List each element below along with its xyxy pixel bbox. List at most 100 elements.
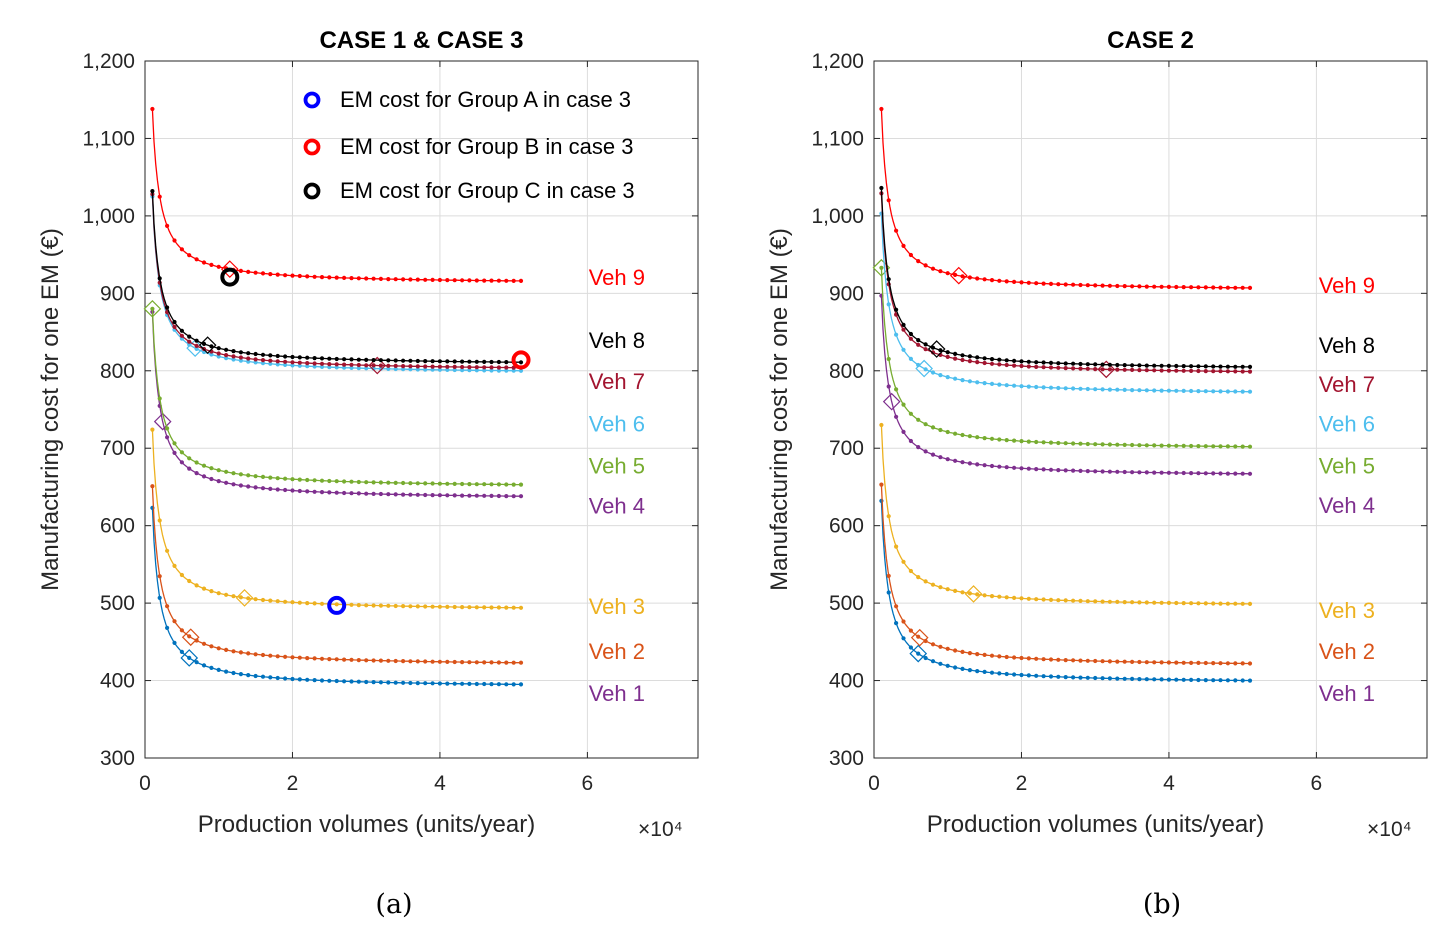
data-point [923, 347, 928, 352]
data-point [1019, 655, 1024, 661]
y-axis-label: Manufacturing cost for one EM (€) [766, 228, 793, 591]
data-point [378, 680, 383, 685]
data-point [260, 361, 266, 366]
data-point [1122, 442, 1127, 447]
data-point [283, 362, 288, 367]
data-point [423, 367, 428, 372]
data-point [489, 660, 494, 665]
data-point [1056, 598, 1061, 603]
data-point [1115, 676, 1120, 681]
y-tick-label: 900 [100, 282, 135, 305]
data-point [1137, 443, 1142, 448]
data-point [378, 658, 383, 663]
data-point [1218, 601, 1223, 606]
data-point [474, 278, 479, 283]
data-point [504, 482, 509, 487]
data-point [967, 354, 973, 359]
data-point [916, 575, 921, 580]
data-point [504, 368, 509, 373]
data-point [967, 651, 973, 656]
data-point [275, 599, 280, 604]
data-point [305, 364, 310, 369]
data-point [408, 277, 413, 282]
data-point [460, 364, 465, 370]
data-point [408, 367, 413, 372]
data-point [894, 387, 899, 392]
x-tick-label: 0 [139, 772, 151, 795]
data-point [1071, 441, 1076, 446]
series-veh-1: Veh 1 [150, 505, 645, 706]
data-point [430, 364, 435, 369]
data-point [305, 274, 310, 279]
data-point [1012, 279, 1017, 284]
data-point [179, 628, 184, 633]
data-point [460, 481, 465, 487]
data-point [1019, 439, 1024, 444]
data-point [253, 351, 258, 357]
data-point [1166, 443, 1171, 448]
data-point [194, 338, 199, 343]
data-point [290, 488, 295, 493]
data-point [386, 277, 391, 282]
data-point [1048, 440, 1054, 445]
data-point [489, 482, 494, 487]
data-point [518, 682, 524, 687]
data-point [1181, 660, 1186, 665]
data-point [1100, 362, 1105, 367]
data-point [496, 365, 501, 370]
data-point [496, 493, 501, 499]
data-point [975, 360, 980, 365]
data-point [253, 474, 258, 479]
data-point [1122, 363, 1127, 368]
data-point [408, 680, 413, 686]
data-point [187, 253, 192, 258]
data-point [1034, 467, 1039, 472]
data-point [209, 262, 214, 267]
data-point [1130, 388, 1135, 393]
data-point [1240, 285, 1245, 290]
data-point [349, 365, 354, 370]
data-point [334, 356, 339, 362]
data-point [437, 364, 442, 369]
data-point [1233, 471, 1238, 476]
data-point [1218, 661, 1223, 666]
data-point [445, 364, 450, 369]
data-point [916, 651, 921, 656]
data-point [290, 676, 295, 682]
data-point [945, 587, 950, 592]
plot-area-frame [873, 60, 1428, 759]
data-point [460, 359, 465, 364]
data-point [467, 482, 472, 487]
data-point [319, 356, 325, 361]
data-point [349, 479, 354, 484]
data-point [1004, 465, 1009, 470]
data-point [172, 324, 177, 329]
data-point [908, 252, 914, 258]
data-point [1115, 367, 1120, 372]
data-point [1174, 284, 1179, 290]
data-point [268, 353, 273, 358]
data-point [386, 366, 391, 371]
data-point [371, 480, 376, 485]
data-point [187, 456, 192, 461]
x-tick-label: 4 [434, 772, 446, 795]
chart-title: CASE 2 [1107, 27, 1194, 54]
data-point [474, 368, 479, 373]
data-point [216, 351, 221, 356]
data-point [1019, 359, 1024, 364]
data-point [1144, 388, 1149, 393]
diamond-marker [909, 644, 928, 663]
data-point [1093, 469, 1098, 474]
y-axis-label: Manufacturing cost for one EM (€) [37, 228, 64, 591]
data-point [953, 431, 958, 436]
data-point [511, 682, 516, 687]
data-point [945, 350, 950, 355]
data-point [290, 354, 295, 360]
data-point [408, 492, 413, 497]
data-point [224, 356, 229, 361]
data-point [518, 494, 524, 499]
series-label: Veh 5 [589, 453, 645, 478]
y-tick-label: 800 [829, 360, 864, 383]
data-point [187, 578, 192, 584]
data-point [342, 679, 347, 684]
